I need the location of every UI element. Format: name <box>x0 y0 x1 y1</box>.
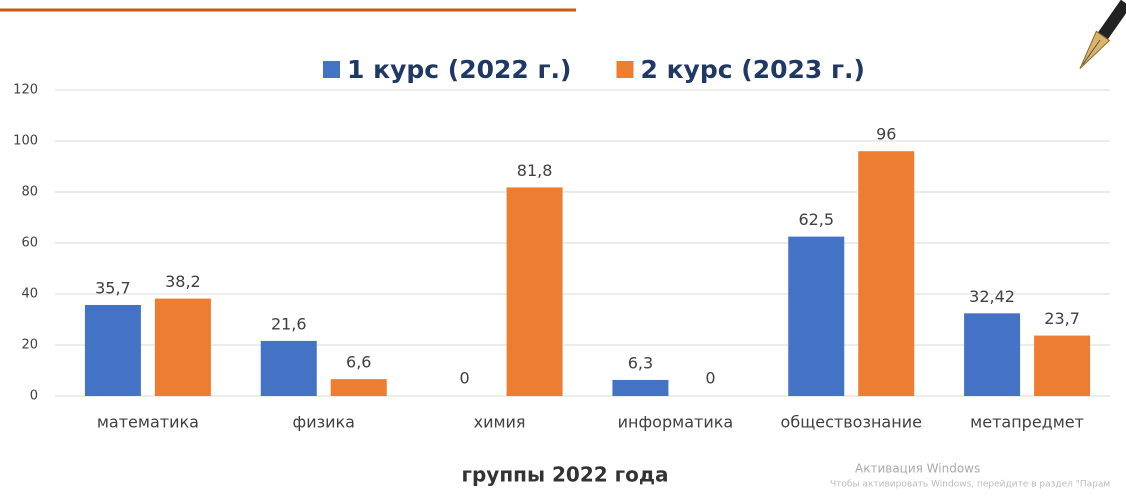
value-label: 96 <box>876 125 896 144</box>
value-label: 81,8 <box>517 161 553 180</box>
y-tick-label: 0 <box>30 389 38 404</box>
bar <box>331 379 387 396</box>
pen-icon <box>1073 0 1126 73</box>
value-label: 62,5 <box>798 210 834 229</box>
bar <box>612 380 668 396</box>
x-tick-label: информатика <box>618 413 734 432</box>
y-tick-label: 40 <box>21 287 38 302</box>
y-tick-label: 120 <box>13 83 38 98</box>
bar <box>788 237 844 396</box>
y-tick-label: 20 <box>21 338 38 353</box>
bar <box>1034 336 1090 396</box>
value-label: 0 <box>705 369 715 388</box>
value-label: 6,6 <box>346 353 371 372</box>
y-tick-label: 80 <box>21 185 38 200</box>
value-label: 23,7 <box>1044 309 1080 328</box>
x-tick-label: обществознание <box>781 413 922 432</box>
value-label: 21,6 <box>271 314 307 333</box>
watermark-text: Чтобы активировать Windows, перейдите в … <box>830 480 1110 490</box>
chart: группы 2022 года Активация Windows Чтобы… <box>0 0 1126 492</box>
y-tick-label: 100 <box>13 134 38 149</box>
bar <box>507 187 563 396</box>
bar <box>261 341 317 396</box>
bar <box>155 299 211 396</box>
value-label: 38,2 <box>165 272 201 291</box>
value-label: 0 <box>459 369 469 388</box>
value-label: 6,3 <box>628 353 653 372</box>
legend-label: 1 курс (2022 г.) <box>347 55 571 84</box>
value-label: 35,7 <box>95 278 131 297</box>
x-tick-label: химия <box>474 413 526 432</box>
bar <box>858 151 914 396</box>
y-tick-label: 60 <box>21 236 38 251</box>
x-tick-label: физика <box>293 413 355 432</box>
legend-swatch <box>616 61 633 78</box>
bar <box>964 313 1020 396</box>
watermark-title: Активация Windows <box>855 462 980 476</box>
value-label: 32,42 <box>969 287 1015 306</box>
x-tick-label: математика <box>97 413 199 432</box>
legend-label: 2 курс (2023 г.) <box>640 55 864 84</box>
legend-swatch <box>323 61 340 78</box>
bar <box>85 305 141 396</box>
x-tick-label: метапредмет <box>970 413 1084 432</box>
x-axis-title: группы 2022 года <box>462 463 669 487</box>
